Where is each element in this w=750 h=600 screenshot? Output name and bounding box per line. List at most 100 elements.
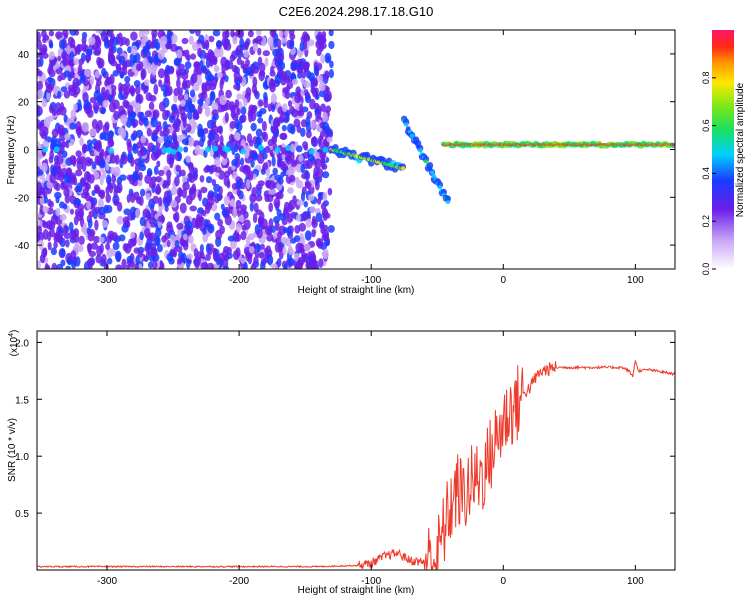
spectrogram-cell <box>136 93 144 105</box>
spectrogram-cell <box>224 75 229 83</box>
spectrogram-y-axis-label: Frequency (Hz) <box>6 116 17 185</box>
spectrogram-cell <box>103 262 109 269</box>
spectrogram-cell <box>47 241 52 251</box>
spectrogram-cell <box>165 147 172 154</box>
spectrogram-cell <box>325 55 331 62</box>
spectrogram-cell <box>329 60 334 69</box>
spectrogram-cell <box>151 260 158 269</box>
spectrogram-cell <box>163 197 170 208</box>
spectrogram-cell <box>95 79 102 87</box>
spectrogram-cell <box>296 65 304 74</box>
spectrogram-cell <box>59 101 65 112</box>
spectrogram-cell <box>207 223 215 234</box>
spectrogram-cell <box>284 30 289 38</box>
spectrogram-cell <box>234 144 239 153</box>
spectrogram-cell <box>47 115 54 122</box>
spectrogram-cell <box>105 193 111 204</box>
spectrogram-cell <box>166 30 172 39</box>
spectrogram-cell <box>129 156 135 167</box>
spectrogram-cell <box>273 37 278 49</box>
spectrogram-cell <box>250 158 255 168</box>
spectrogram-cell <box>83 99 91 110</box>
spectrogram-cell <box>240 230 247 241</box>
spectrogram-cell <box>102 123 110 134</box>
spectrogram-cell <box>40 43 48 55</box>
spectrogram-cell <box>299 232 304 243</box>
spectrogram-cell <box>166 240 171 248</box>
spectrogram-cell <box>188 163 194 173</box>
spectrogram-cell <box>302 141 309 149</box>
spectrogram-cell <box>132 170 139 182</box>
spectrogram-cell <box>297 72 302 79</box>
spectrogram-cell <box>258 62 266 73</box>
spectrogram-cell <box>113 110 120 121</box>
spectrogram-cell <box>205 203 211 214</box>
spectrogram-cell <box>181 37 189 45</box>
spectrogram-cell <box>281 103 288 113</box>
spectrogram-cell <box>81 144 87 154</box>
spectrogram-cell <box>41 162 48 173</box>
spectrogram-cell <box>53 180 59 190</box>
spectrogram-cell <box>116 182 123 194</box>
spectrogram-cell <box>85 53 90 64</box>
spectrogram-cell <box>96 143 102 150</box>
snr-x-tick-label: -100 <box>361 576 381 587</box>
spectrogram-cell <box>272 48 280 57</box>
spectrogram-cell <box>230 110 237 119</box>
spectrogram-cell <box>268 202 274 213</box>
spectrogram-cell <box>253 256 259 265</box>
spectrogram-cell <box>54 191 62 199</box>
spectrogram-cell <box>42 146 49 153</box>
spectrogram-cell <box>147 56 154 64</box>
spectrogram-cell <box>139 216 146 227</box>
spectrogram-cell <box>64 133 71 141</box>
spectrogram-cell <box>248 246 255 254</box>
spectrogram-cell <box>300 88 305 97</box>
spectrogram-cell <box>278 160 286 168</box>
spectrogram-cell <box>113 199 119 207</box>
spectrogram-cell <box>111 89 117 97</box>
spectrogram-cell <box>174 240 180 248</box>
spectrogram-cell <box>48 104 54 114</box>
spectrogram-cell <box>181 188 187 199</box>
spectrogram-cell <box>235 77 241 87</box>
colorbar-tick-label: 0.8 <box>701 72 711 85</box>
spectrogram-cell <box>100 107 106 115</box>
spectrogram-cell <box>242 164 250 172</box>
spectrogram-cell <box>200 186 208 194</box>
spectrogram-cell <box>216 40 223 48</box>
colorbar-label: Normalized spectral amplitude <box>735 82 746 217</box>
spectrogram-cell <box>73 57 80 66</box>
spectrogram-cell <box>153 165 159 176</box>
spectrogram-cell <box>188 171 193 182</box>
spectrogram-cell <box>327 187 333 196</box>
spectrogram-cell <box>288 40 295 50</box>
spectrogram-cell <box>290 124 296 135</box>
spectrogram-cell <box>211 121 217 129</box>
snr-y-multiplier-exp: 4 <box>8 333 15 337</box>
spectrogram-cell <box>325 105 332 113</box>
spectrogram-cell <box>39 204 44 215</box>
spectrogram-cell <box>325 86 330 93</box>
spectrogram-cell <box>91 242 98 250</box>
spectrogram-cell <box>249 193 257 203</box>
snr-y-tick-label: 1.0 <box>15 452 29 463</box>
spectrogram-cell <box>176 187 183 198</box>
spectrogram-cell <box>223 170 231 178</box>
spectrogram-cell <box>182 241 189 251</box>
spectrogram-cell <box>232 35 238 45</box>
spectrogram-cell <box>122 99 129 108</box>
spectrogram-cell <box>296 124 302 133</box>
spectrogram-cell <box>295 214 302 222</box>
spectrogram-y-tick-label: 0 <box>23 146 29 157</box>
spectrogram-cell <box>252 42 259 52</box>
spectrogram-cell <box>193 256 201 267</box>
spectrogram-cell <box>184 220 193 229</box>
spectrogram-cell <box>256 30 262 36</box>
spectrogram-cell <box>67 36 74 45</box>
spectrogram-cell <box>102 169 107 180</box>
spectrogram-cell <box>68 87 76 97</box>
spectrogram-cell <box>65 239 70 248</box>
spectrogram-cell <box>231 64 238 73</box>
spectrogram-cell <box>224 214 232 226</box>
